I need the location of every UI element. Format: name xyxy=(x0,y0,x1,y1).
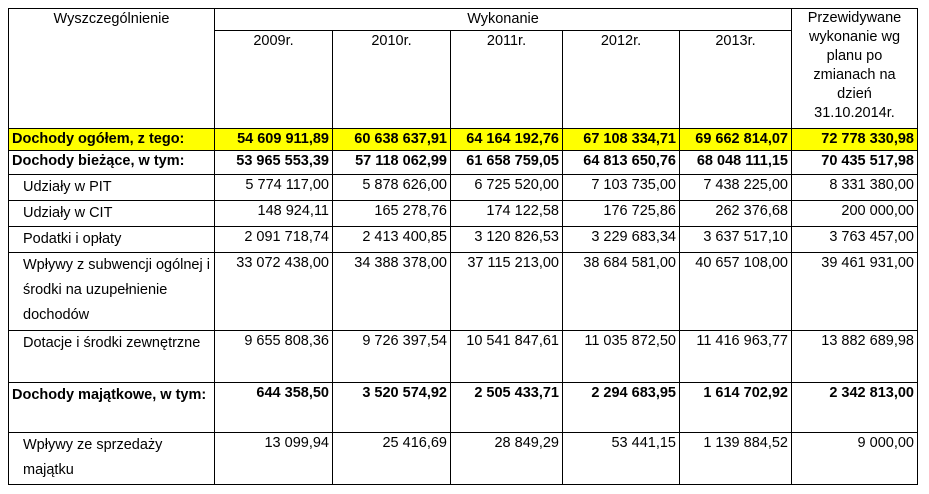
cell-value: 70 435 517,98 xyxy=(791,150,918,175)
cell-value: 67 108 334,71 xyxy=(562,128,680,151)
row-label: Dochody bieżące, w tym: xyxy=(8,150,215,175)
cell-value: 2 091 718,74 xyxy=(214,226,333,253)
table-row: Dochody bieżące, w tym: 53 965 553,39 57… xyxy=(8,150,918,175)
cell-value: 9 000,00 xyxy=(791,432,918,485)
cell-value: 7 438 225,00 xyxy=(679,174,792,201)
cell-value: 33 072 438,00 xyxy=(214,252,333,331)
cell-value: 57 118 062,99 xyxy=(332,150,451,175)
table-row: Wpływy ze sprzedaży majątku 13 099,94 25… xyxy=(8,432,918,485)
cell-value: 11 416 963,77 xyxy=(679,330,792,383)
cell-value: 68 048 111,15 xyxy=(679,150,792,175)
row-label: Wpływy z subwencji ogólnej i środki na u… xyxy=(8,252,215,331)
cell-value: 69 662 814,07 xyxy=(679,128,792,151)
cell-value: 8 331 380,00 xyxy=(791,174,918,201)
row-label: Wpływy ze sprzedaży majątku xyxy=(8,432,215,485)
header-year-2009: 2009r. xyxy=(214,30,333,129)
cell-value: 34 388 378,00 xyxy=(332,252,451,331)
cell-value: 53 441,15 xyxy=(562,432,680,485)
income-table: Wyszczególnienie Wykonanie Przewidywane … xyxy=(8,8,918,485)
cell-value: 9 655 808,36 xyxy=(214,330,333,383)
cell-value: 1 614 702,92 xyxy=(679,382,792,433)
cell-value: 262 376,68 xyxy=(679,200,792,227)
cell-value: 165 278,76 xyxy=(332,200,451,227)
cell-value: 644 358,50 xyxy=(214,382,333,433)
cell-value: 28 849,29 xyxy=(450,432,563,485)
cell-value: 13 882 689,98 xyxy=(791,330,918,383)
cell-value: 38 684 581,00 xyxy=(562,252,680,331)
table-row: Podatki i opłaty 2 091 718,74 2 413 400,… xyxy=(8,226,918,253)
cell-value: 54 609 911,89 xyxy=(214,128,333,151)
table-row: Dochody ogółem, z tego: 54 609 911,89 60… xyxy=(8,128,918,151)
header-year-2010: 2010r. xyxy=(332,30,451,129)
cell-value: 200 000,00 xyxy=(791,200,918,227)
cell-value: 3 637 517,10 xyxy=(679,226,792,253)
cell-value: 148 924,11 xyxy=(214,200,333,227)
cell-value: 6 725 520,00 xyxy=(450,174,563,201)
row-label: Dotacje i środki zewnętrzne xyxy=(8,330,215,383)
header-year-2011: 2011r. xyxy=(450,30,563,129)
cell-value: 174 122,58 xyxy=(450,200,563,227)
row-label: Podatki i opłaty xyxy=(8,226,215,253)
table-row: Dochody majątkowe, w tym: 644 358,50 3 5… xyxy=(8,382,918,433)
cell-value: 2 505 433,71 xyxy=(450,382,563,433)
table-row: Udziały w PIT 5 774 117,00 5 878 626,00 … xyxy=(8,174,918,201)
cell-value: 25 416,69 xyxy=(332,432,451,485)
header-year-2013: 2013r. xyxy=(679,30,792,129)
cell-value: 37 115 213,00 xyxy=(450,252,563,331)
cell-value: 3 763 457,00 xyxy=(791,226,918,253)
cell-value: 2 413 400,85 xyxy=(332,226,451,253)
cell-value: 13 099,94 xyxy=(214,432,333,485)
cell-value: 7 103 735,00 xyxy=(562,174,680,201)
table-row: Udziały w CIT 148 924,11 165 278,76 174 … xyxy=(8,200,918,227)
cell-value: 9 726 397,54 xyxy=(332,330,451,383)
cell-value: 3 520 574,92 xyxy=(332,382,451,433)
cell-value: 40 657 108,00 xyxy=(679,252,792,331)
cell-value: 5 774 117,00 xyxy=(214,174,333,201)
cell-value: 176 725,86 xyxy=(562,200,680,227)
cell-value: 64 813 650,76 xyxy=(562,150,680,175)
cell-value: 10 541 847,61 xyxy=(450,330,563,383)
cell-value: 64 164 192,76 xyxy=(450,128,563,151)
cell-value: 53 965 553,39 xyxy=(214,150,333,175)
header-year-2012: 2012r. xyxy=(562,30,680,129)
header-execution: Wykonanie xyxy=(214,8,792,31)
cell-value: 2 294 683,95 xyxy=(562,382,680,433)
cell-value: 39 461 931,00 xyxy=(791,252,918,331)
cell-value: 3 229 683,34 xyxy=(562,226,680,253)
cell-value: 61 658 759,05 xyxy=(450,150,563,175)
row-label: Udziały w PIT xyxy=(8,174,215,201)
header-forecast: Przewidywane wykonanie wg planu po zmian… xyxy=(791,8,918,129)
row-label: Dochody majątkowe, w tym: xyxy=(8,382,215,433)
table-row: Wpływy z subwencji ogólnej i środki na u… xyxy=(8,252,918,331)
cell-value: 72 778 330,98 xyxy=(791,128,918,151)
cell-value: 1 139 884,52 xyxy=(679,432,792,485)
cell-value: 5 878 626,00 xyxy=(332,174,451,201)
cell-value: 11 035 872,50 xyxy=(562,330,680,383)
header-description: Wyszczególnienie xyxy=(8,8,215,129)
cell-value: 3 120 826,53 xyxy=(450,226,563,253)
row-label: Dochody ogółem, z tego: xyxy=(8,128,215,151)
cell-value: 60 638 637,91 xyxy=(332,128,451,151)
cell-value: 2 342 813,00 xyxy=(791,382,918,433)
row-label: Udziały w CIT xyxy=(8,200,215,227)
table-row: Dotacje i środki zewnętrzne 9 655 808,36… xyxy=(8,330,918,383)
